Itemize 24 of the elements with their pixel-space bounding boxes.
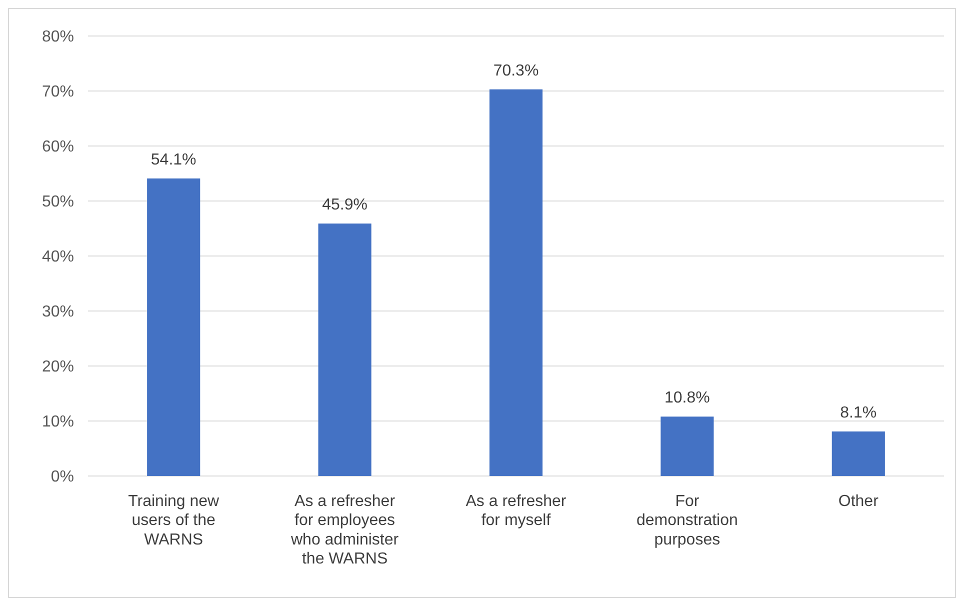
x-tick-label: Other <box>838 493 880 510</box>
data-label: 70.3% <box>493 62 539 80</box>
x-tick-label: As a refresher for employees who administer the WARNS <box>290 493 400 568</box>
y-tick-label: 20% <box>42 358 74 376</box>
y-tick-label: 30% <box>42 304 74 321</box>
x-tick-label: For demonstration purposes <box>636 493 738 548</box>
bar <box>832 431 885 476</box>
bar <box>660 416 714 476</box>
bar <box>147 178 200 476</box>
bar <box>489 89 543 476</box>
data-label: 45.9% <box>322 196 368 214</box>
data-label: 54.1% <box>150 151 196 168</box>
data-label: 8.1% <box>840 404 877 422</box>
y-tick-label: 40% <box>42 248 74 266</box>
y-tick-label: 10% <box>42 414 74 431</box>
y-tick-label: 80% <box>42 28 74 46</box>
x-tick-label: Training new users of the WARNS <box>128 493 220 548</box>
y-tick-label: 60% <box>42 138 74 156</box>
bar <box>318 224 372 476</box>
x-tick-label: As a refresher for myself <box>466 493 567 530</box>
y-tick-label: 0% <box>50 468 74 486</box>
y-tick-label: 50% <box>42 194 74 211</box>
y-tick-label: 70% <box>42 84 74 101</box>
data-label: 10.8% <box>664 390 710 407</box>
